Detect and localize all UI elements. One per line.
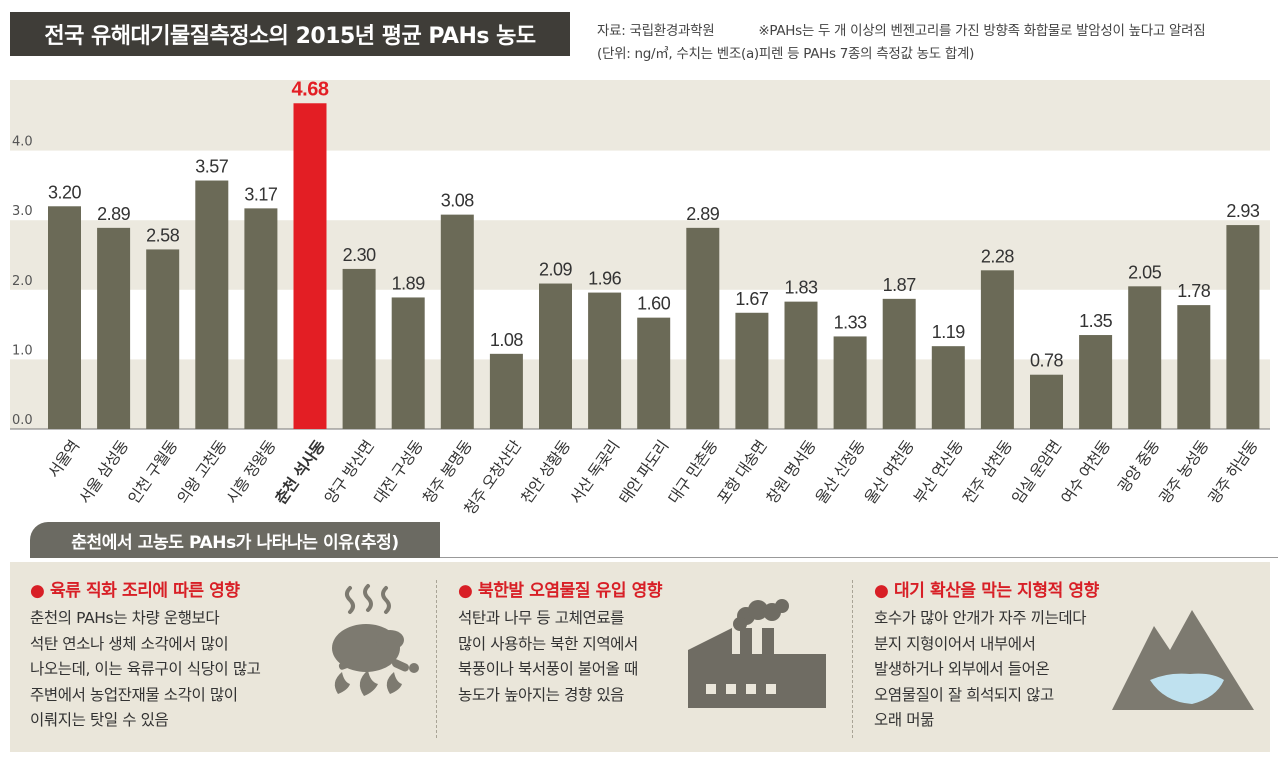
bar-value-label: 1.83 bbox=[784, 278, 818, 298]
chart-title-text: 전국 유해대기물질측정소의 2015년 평균 PAHs 농도 bbox=[44, 24, 536, 49]
category-label: 서울역 bbox=[45, 437, 83, 481]
reason-body: 춘천의 PAHs는 차량 운행보다 석탄 연소나 생체 소각에서 많이 나오는데… bbox=[30, 609, 261, 729]
bar bbox=[1079, 335, 1113, 429]
category-label: 포항 대송면 bbox=[714, 437, 770, 507]
bar bbox=[833, 336, 867, 429]
bar-value-label: 1.89 bbox=[392, 273, 426, 293]
bar-value-label: 2.28 bbox=[981, 246, 1015, 266]
bar-value-label: 3.57 bbox=[195, 157, 229, 177]
reasons-header: 춘천에서 고농도 PAHs가 나타나는 이유(추정) bbox=[10, 522, 1278, 558]
bar-value-label: 0.78 bbox=[1030, 351, 1064, 371]
unit-text: (단위: ng/㎥, 수치는 벤조(a)피렌 등 PAHs 7종의 측정값 농도… bbox=[597, 46, 975, 62]
source-text: 자료: 국립환경과학원 bbox=[597, 23, 715, 39]
bar-value-label: 1.33 bbox=[834, 312, 868, 332]
bar bbox=[342, 268, 376, 429]
bar bbox=[735, 312, 769, 429]
category-label: 서산 독곶리 bbox=[567, 437, 623, 507]
bar-value-label: 2.89 bbox=[97, 204, 131, 224]
bar bbox=[686, 227, 720, 429]
category-label: 태안 파도리 bbox=[616, 437, 672, 507]
reason-body: 석탄과 나무 등 고체연료를 많이 사용하는 북한 지역에서 북풍이나 북서풍이… bbox=[458, 609, 638, 704]
bar-value-label: 1.67 bbox=[735, 289, 769, 309]
bar-value-label: 2.58 bbox=[146, 225, 180, 245]
bar bbox=[980, 270, 1014, 429]
reasons-panel: ● 육류 직화 조리에 따른 영향 춘천의 PAHs는 차량 운행보다 석탄 연… bbox=[10, 562, 1270, 752]
bar-value-label: 2.05 bbox=[1128, 262, 1162, 282]
chart-title: 전국 유해대기물질측정소의 2015년 평균 PAHs 농도 bbox=[10, 12, 570, 56]
bar-value-label: 1.78 bbox=[1177, 281, 1211, 301]
bar bbox=[195, 180, 229, 429]
bar bbox=[1030, 374, 1063, 429]
grid-band bbox=[10, 80, 1270, 151]
bar-value-label: 2.09 bbox=[539, 260, 573, 280]
category-label: 여수 여천동 bbox=[1058, 437, 1115, 507]
bar bbox=[440, 214, 474, 429]
bar bbox=[784, 301, 818, 429]
bar bbox=[48, 206, 81, 429]
bar bbox=[931, 346, 965, 429]
reason-body: 호수가 많아 안개가 자주 끼는데다 분지 지형이어서 내부에서 발생하거나 외… bbox=[874, 609, 1087, 729]
pahs-note: ※PAHs는 두 개 이상의 벤젠고리를 가진 방향족 화합물로 발암성이 높다… bbox=[758, 23, 1206, 39]
bar bbox=[1177, 305, 1211, 429]
bar-value-label: 2.89 bbox=[686, 204, 720, 224]
bar-value-label: 1.19 bbox=[932, 322, 966, 342]
bar-value-label: 2.30 bbox=[343, 245, 377, 265]
reason-card-terrain: ● 대기 확산을 막는 지형적 영향 호수가 많아 안개가 자주 끼는데다 분지… bbox=[854, 562, 1270, 752]
mountain-basin-icon bbox=[1112, 610, 1254, 710]
factory-smoke-icon bbox=[688, 599, 826, 708]
source-note: 자료: 국립환경과학원 ※PAHs는 두 개 이상의 벤젠고리를 가진 방향족 화… bbox=[597, 20, 1277, 66]
bar-value-label: 1.87 bbox=[883, 275, 917, 295]
reason-title: ● 북한발 오염물질 유입 영향 bbox=[458, 581, 663, 601]
bar-value-label: 3.17 bbox=[244, 184, 278, 204]
reason-card-cooking: ● 육류 직화 조리에 따른 영향 춘천의 PAHs는 차량 운행보다 석탄 연… bbox=[10, 562, 430, 752]
bar bbox=[882, 298, 916, 429]
y-tick-label: 4.0 bbox=[12, 135, 33, 150]
bar bbox=[588, 292, 622, 429]
reason-title: ● 대기 확산을 막는 지형적 영향 bbox=[874, 581, 1099, 601]
reason-divider bbox=[852, 580, 853, 738]
category-label: 광주 하남동 bbox=[1205, 437, 1262, 507]
roast-chicken-icon bbox=[332, 584, 419, 696]
bar-value-label: 1.08 bbox=[490, 330, 524, 350]
y-tick-label: 2.0 bbox=[12, 274, 33, 289]
reasons-header-tab: 춘천에서 고농도 PAHs가 나타나는 이유(추정) bbox=[30, 522, 440, 558]
bar bbox=[244, 208, 278, 429]
y-tick-label: 0.0 bbox=[12, 413, 33, 428]
bar bbox=[146, 249, 180, 429]
category-label: 양구 방산면 bbox=[321, 437, 377, 507]
reason-divider bbox=[436, 580, 437, 738]
source-line: 자료: 국립환경과학원 ※PAHs는 두 개 이상의 벤젠고리를 가진 방향족 화… bbox=[597, 20, 1277, 43]
bar bbox=[637, 317, 671, 429]
bar-value-label: 3.08 bbox=[441, 191, 475, 211]
bar bbox=[97, 227, 131, 429]
reason-title: ● 육류 직화 조리에 따른 영향 bbox=[30, 581, 240, 601]
category-label: 임실 운암면 bbox=[1009, 437, 1065, 507]
y-tick-label: 3.0 bbox=[12, 204, 33, 219]
reason-card-north-korea: ● 북한발 오염물질 유입 영향 석탄과 나무 등 고체연료를 많이 사용하는 … bbox=[438, 562, 850, 752]
bar-value-label: 1.35 bbox=[1079, 311, 1113, 331]
bar bbox=[1128, 286, 1162, 429]
bar bbox=[391, 297, 425, 429]
bar bbox=[539, 283, 572, 429]
bar-value-label: 1.60 bbox=[637, 294, 671, 314]
y-tick-label: 1.0 bbox=[12, 343, 33, 358]
bar-value-label: 2.93 bbox=[1226, 201, 1260, 221]
category-label: 광양 중동 bbox=[1115, 437, 1164, 496]
bar-value-label: 3.20 bbox=[48, 182, 82, 202]
bar-value-label: 4.68 bbox=[292, 78, 329, 100]
bar-value-label: 1.96 bbox=[588, 269, 622, 289]
bar bbox=[293, 103, 327, 429]
bar bbox=[1226, 225, 1260, 429]
reasons-header-rule bbox=[440, 557, 1278, 558]
bar bbox=[489, 353, 523, 429]
